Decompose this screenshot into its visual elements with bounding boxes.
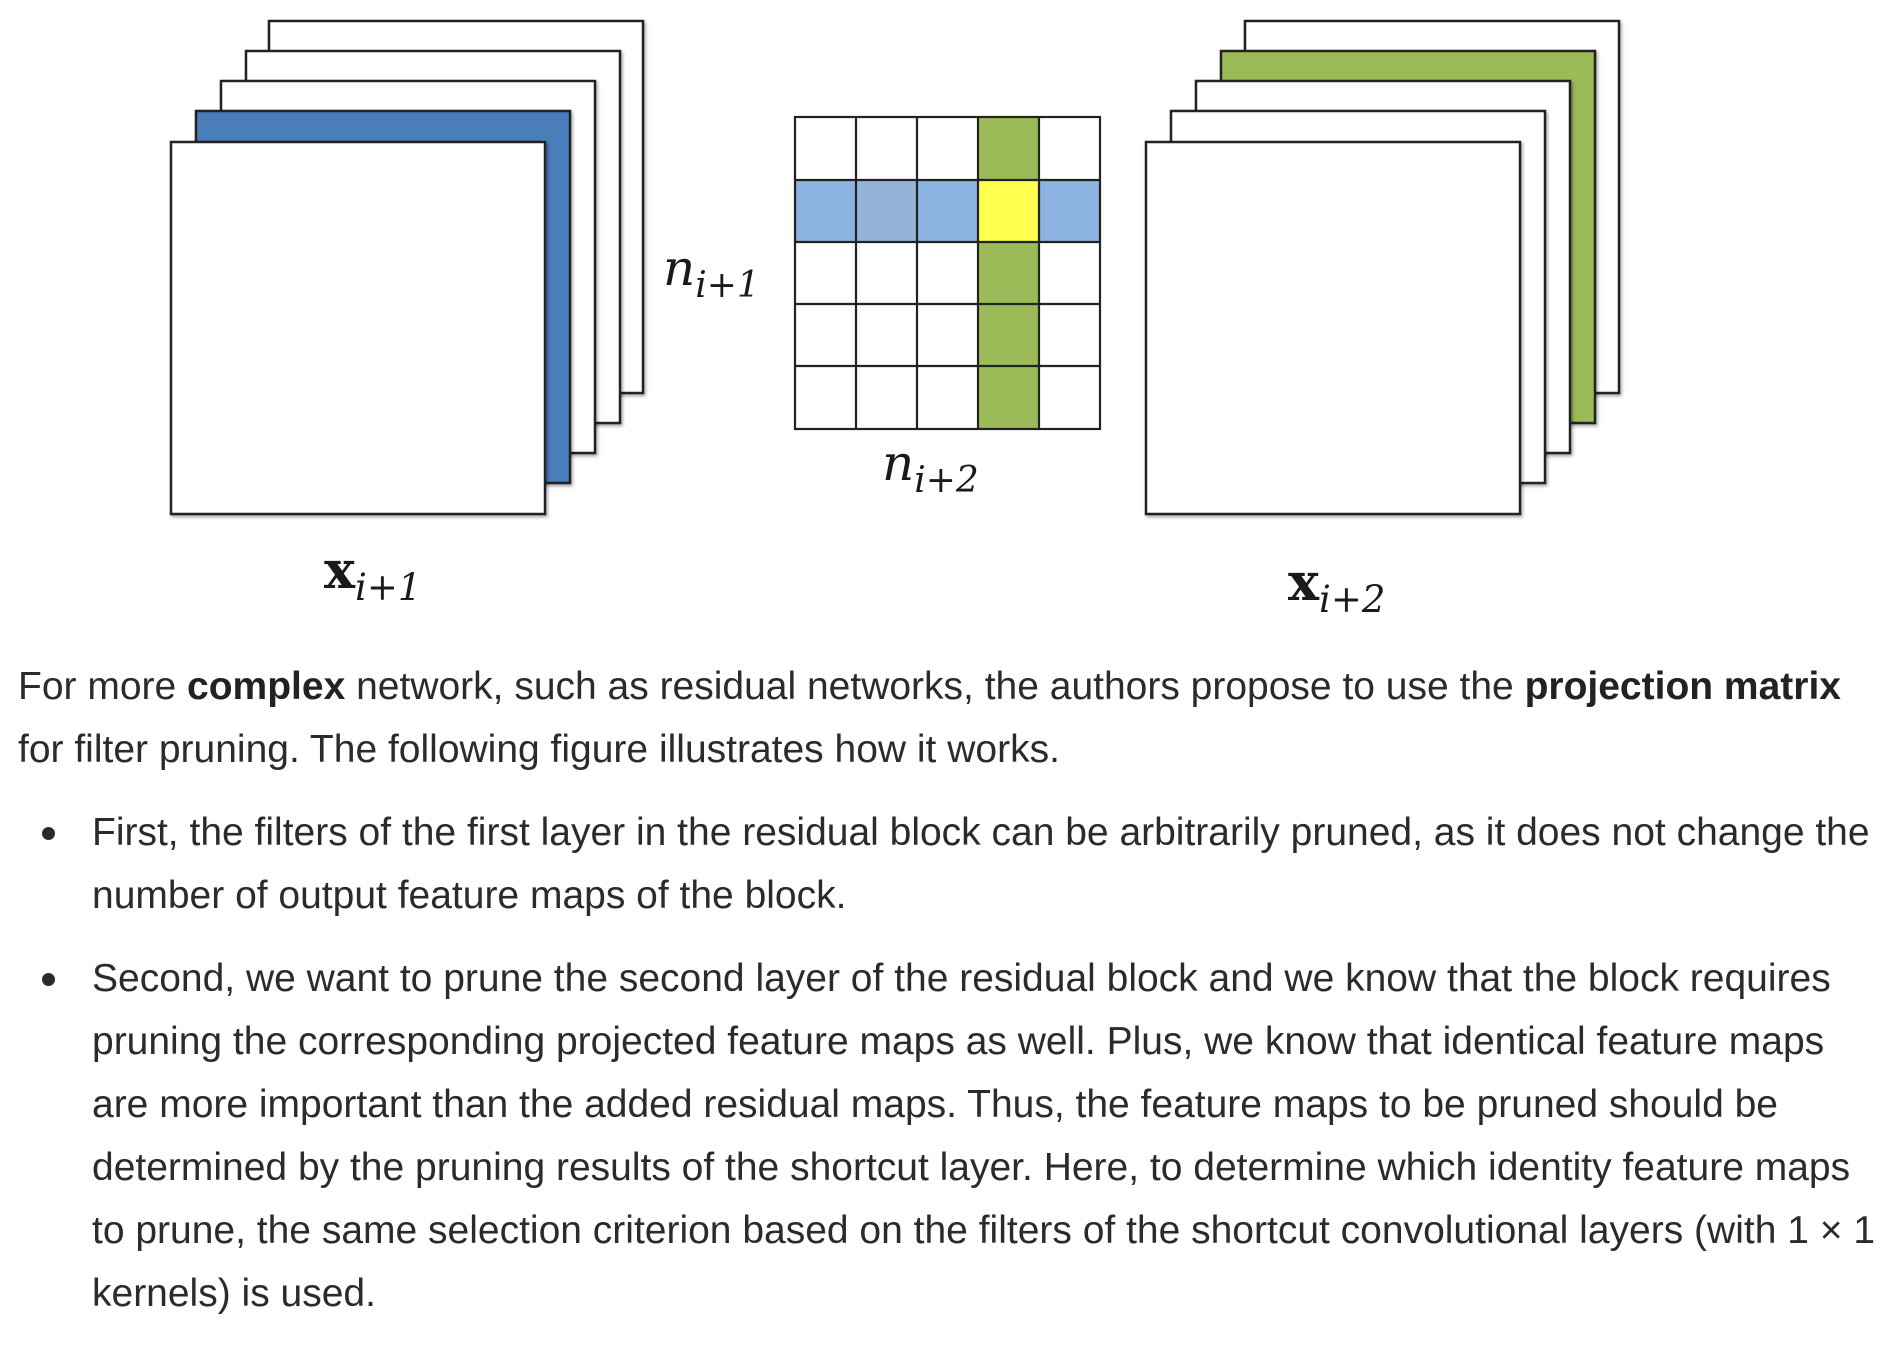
left-feature-map-stack — [169, 19, 645, 516]
matrix-selected-column — [978, 117, 1039, 429]
bullet-list: First, the filters of the first layer in… — [18, 801, 1878, 1325]
intro-paragraph: For more complex network, such as residu… — [18, 665, 1841, 771]
matrix-col-label: ni+2 — [882, 434, 979, 501]
bullet-icon — [42, 827, 55, 840]
list-item: Second, we want to prune the second laye… — [18, 947, 1878, 1325]
matrix-selected-row — [795, 180, 1100, 242]
matrix-row-label: ni+1 — [663, 239, 760, 306]
left-feature-map-front — [169, 140, 547, 516]
left-stack-label: xi+1 — [324, 540, 421, 609]
article-body: For more complex network, such as residu… — [18, 655, 1878, 1345]
right-stack-label: xi+2 — [1288, 552, 1385, 621]
bold-projection-matrix: projection matrix — [1524, 665, 1841, 708]
filter-pruning-figure: xi+1 ni+1 ni+2 xi+2 — [169, 19, 1621, 621]
bullet-icon — [42, 973, 55, 986]
list-item: First, the filters of the first layer in… — [18, 801, 1878, 927]
matrix-grid — [793, 115, 1102, 431]
right-feature-map-stack — [1144, 19, 1621, 516]
matrix-intersection-cell — [978, 180, 1039, 242]
right-feature-map-front — [1144, 140, 1522, 516]
projection-matrix — [793, 115, 1102, 431]
matrix-row-cell-alt — [856, 180, 917, 242]
bold-complex: complex — [187, 665, 346, 708]
